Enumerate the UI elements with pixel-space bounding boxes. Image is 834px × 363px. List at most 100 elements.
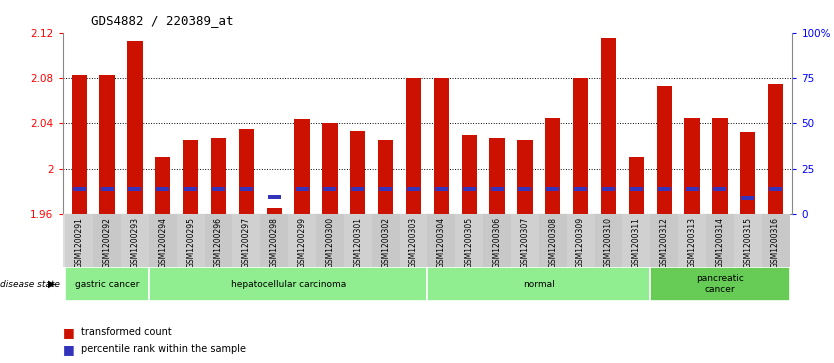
Bar: [177, 214, 204, 267]
Text: GSM1200307: GSM1200307: [520, 217, 530, 268]
Bar: [149, 214, 177, 267]
Bar: [545, 118, 560, 214]
Text: GSM1200316: GSM1200316: [771, 217, 780, 268]
Text: GSM1200310: GSM1200310: [604, 217, 613, 268]
Bar: [769, 187, 782, 191]
Bar: [434, 78, 449, 214]
Bar: [740, 132, 756, 214]
Bar: [184, 187, 197, 191]
Text: transformed count: transformed count: [81, 327, 172, 337]
Text: GSM1200297: GSM1200297: [242, 217, 251, 268]
Text: GDS4882 / 220389_at: GDS4882 / 220389_at: [92, 15, 234, 28]
Bar: [461, 135, 477, 214]
Bar: [399, 214, 427, 267]
Bar: [149, 268, 427, 301]
Bar: [713, 187, 726, 191]
Bar: [260, 214, 289, 267]
Text: ▶: ▶: [48, 279, 56, 289]
Bar: [378, 140, 394, 214]
Text: GSM1200294: GSM1200294: [158, 217, 168, 268]
Bar: [233, 214, 260, 267]
Bar: [685, 118, 700, 214]
Text: GSM1200302: GSM1200302: [381, 217, 390, 268]
Text: GSM1200312: GSM1200312: [660, 217, 669, 268]
Text: pancreatic
cancer: pancreatic cancer: [696, 274, 744, 294]
Bar: [212, 187, 225, 191]
Bar: [658, 187, 671, 191]
Bar: [316, 214, 344, 267]
Text: GSM1200311: GSM1200311: [632, 217, 641, 268]
Text: GSM1200293: GSM1200293: [130, 217, 139, 268]
Bar: [517, 140, 533, 214]
Text: gastric cancer: gastric cancer: [75, 280, 139, 289]
Bar: [427, 214, 455, 267]
Text: GSM1200300: GSM1200300: [325, 217, 334, 268]
Text: GSM1200296: GSM1200296: [214, 217, 223, 268]
Bar: [463, 187, 475, 191]
Text: hepatocellular carcinoma: hepatocellular carcinoma: [230, 280, 346, 289]
Bar: [490, 138, 505, 214]
Bar: [539, 214, 566, 267]
Bar: [546, 187, 560, 191]
Bar: [204, 214, 233, 267]
Bar: [65, 214, 93, 267]
Bar: [712, 118, 727, 214]
Bar: [183, 140, 198, 214]
Bar: [156, 187, 169, 191]
Bar: [65, 268, 149, 301]
Bar: [622, 214, 651, 267]
Bar: [294, 119, 309, 214]
Bar: [768, 84, 783, 214]
Bar: [99, 75, 115, 214]
Bar: [351, 187, 364, 191]
Bar: [630, 187, 643, 191]
Text: GSM1200298: GSM1200298: [269, 217, 279, 268]
Bar: [741, 196, 754, 200]
Bar: [602, 187, 615, 191]
Bar: [574, 187, 587, 191]
Text: GSM1200295: GSM1200295: [186, 217, 195, 268]
Text: GSM1200292: GSM1200292: [103, 217, 112, 268]
Bar: [289, 214, 316, 267]
Text: GSM1200306: GSM1200306: [493, 217, 501, 268]
Bar: [240, 187, 253, 191]
Text: GSM1200313: GSM1200313: [687, 217, 696, 268]
Bar: [595, 214, 622, 267]
Bar: [128, 41, 143, 214]
Bar: [93, 214, 121, 267]
Bar: [239, 129, 254, 214]
Bar: [128, 187, 142, 191]
Bar: [155, 158, 170, 214]
Text: GSM1200305: GSM1200305: [465, 217, 474, 268]
Text: GSM1200304: GSM1200304: [437, 217, 446, 268]
Bar: [686, 187, 699, 191]
Text: percentile rank within the sample: percentile rank within the sample: [81, 344, 246, 354]
Text: GSM1200309: GSM1200309: [576, 217, 585, 268]
Bar: [324, 187, 336, 191]
Bar: [350, 131, 365, 214]
Text: ■: ■: [63, 326, 74, 339]
Bar: [268, 195, 281, 199]
Text: normal: normal: [523, 280, 555, 289]
Bar: [372, 214, 399, 267]
Bar: [678, 214, 706, 267]
Bar: [295, 187, 309, 191]
Bar: [483, 214, 511, 267]
Text: ■: ■: [63, 343, 74, 356]
Text: GSM1200314: GSM1200314: [716, 217, 725, 268]
Bar: [322, 123, 338, 214]
Bar: [651, 268, 790, 301]
Text: GSM1200301: GSM1200301: [354, 217, 362, 268]
Text: GSM1200308: GSM1200308: [548, 217, 557, 268]
Bar: [72, 75, 87, 214]
Bar: [427, 268, 651, 301]
Bar: [121, 214, 149, 267]
Bar: [344, 214, 372, 267]
Bar: [566, 214, 595, 267]
Bar: [519, 187, 531, 191]
Bar: [706, 214, 734, 267]
Bar: [379, 187, 392, 191]
Bar: [629, 158, 644, 214]
Bar: [435, 187, 448, 191]
Bar: [406, 78, 421, 214]
